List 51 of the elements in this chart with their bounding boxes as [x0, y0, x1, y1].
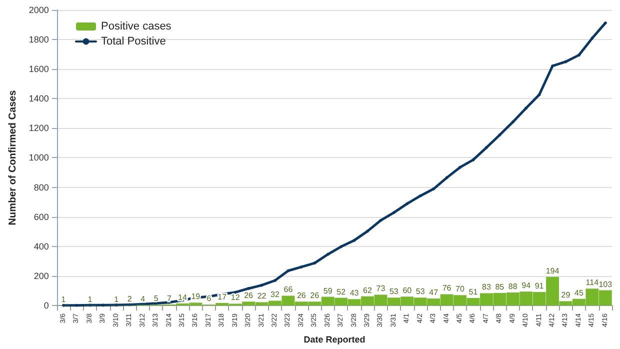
data-label: 22	[257, 292, 267, 301]
legend-label: Positive cases	[101, 20, 172, 32]
data-label: 1	[61, 294, 66, 304]
y-tick-label: 0	[44, 300, 49, 310]
legend-label: Total Positive	[101, 36, 166, 48]
data-label: 62	[363, 286, 372, 295]
data-label: 2	[127, 294, 132, 304]
data-label: 29	[561, 290, 571, 300]
data-label: 26	[244, 291, 254, 300]
data-label: 32	[270, 290, 280, 300]
data-label: 59	[323, 286, 333, 296]
y-axis-title: Number of Confirmed Cases	[8, 90, 18, 226]
data-label: 12	[230, 293, 240, 302]
data-label: 1	[114, 294, 120, 304]
data-label: 52	[336, 287, 346, 296]
data-label: 53	[389, 287, 399, 296]
data-label: 43	[350, 288, 360, 298]
data-label: 45	[574, 288, 584, 298]
data-label: 88	[508, 282, 518, 291]
data-label: 91	[534, 282, 544, 291]
y-tick-label: 1200	[28, 123, 49, 134]
data-label: 73	[376, 284, 386, 294]
data-label: 26	[296, 291, 306, 300]
data-label: 4	[140, 294, 146, 304]
data-label: 114	[586, 278, 600, 288]
x-axis-title: Date Reported	[304, 334, 366, 344]
data-label: 47	[429, 288, 439, 298]
y-tick-label: 200	[34, 270, 49, 281]
data-label: 194	[546, 266, 560, 276]
y-tick-label: 1600	[28, 64, 49, 74]
y-tick-label: 1000	[28, 152, 49, 163]
data-label: 51	[468, 287, 478, 296]
data-label: 53	[416, 287, 426, 296]
y-tick-label: 2000	[28, 5, 49, 15]
data-label: 94	[522, 281, 532, 290]
data-label: 1	[88, 294, 93, 304]
data-label: 103	[598, 280, 613, 289]
data-label: 60	[402, 286, 412, 296]
data-label: 26	[310, 291, 320, 300]
data-label: 83	[482, 282, 492, 292]
data-label: 76	[442, 284, 452, 293]
y-tick-label: 1800	[28, 34, 49, 45]
y-tick-label: 1400	[28, 94, 49, 104]
data-label: 7	[167, 294, 172, 303]
data-label: 85	[495, 282, 505, 292]
data-label: 5	[154, 294, 159, 304]
data-label: 66	[284, 285, 294, 294]
y-tick-label: 400	[34, 241, 49, 252]
y-tick-label: 800	[34, 182, 49, 192]
y-tick-label: 600	[34, 212, 49, 222]
data-label: 70	[456, 284, 466, 294]
